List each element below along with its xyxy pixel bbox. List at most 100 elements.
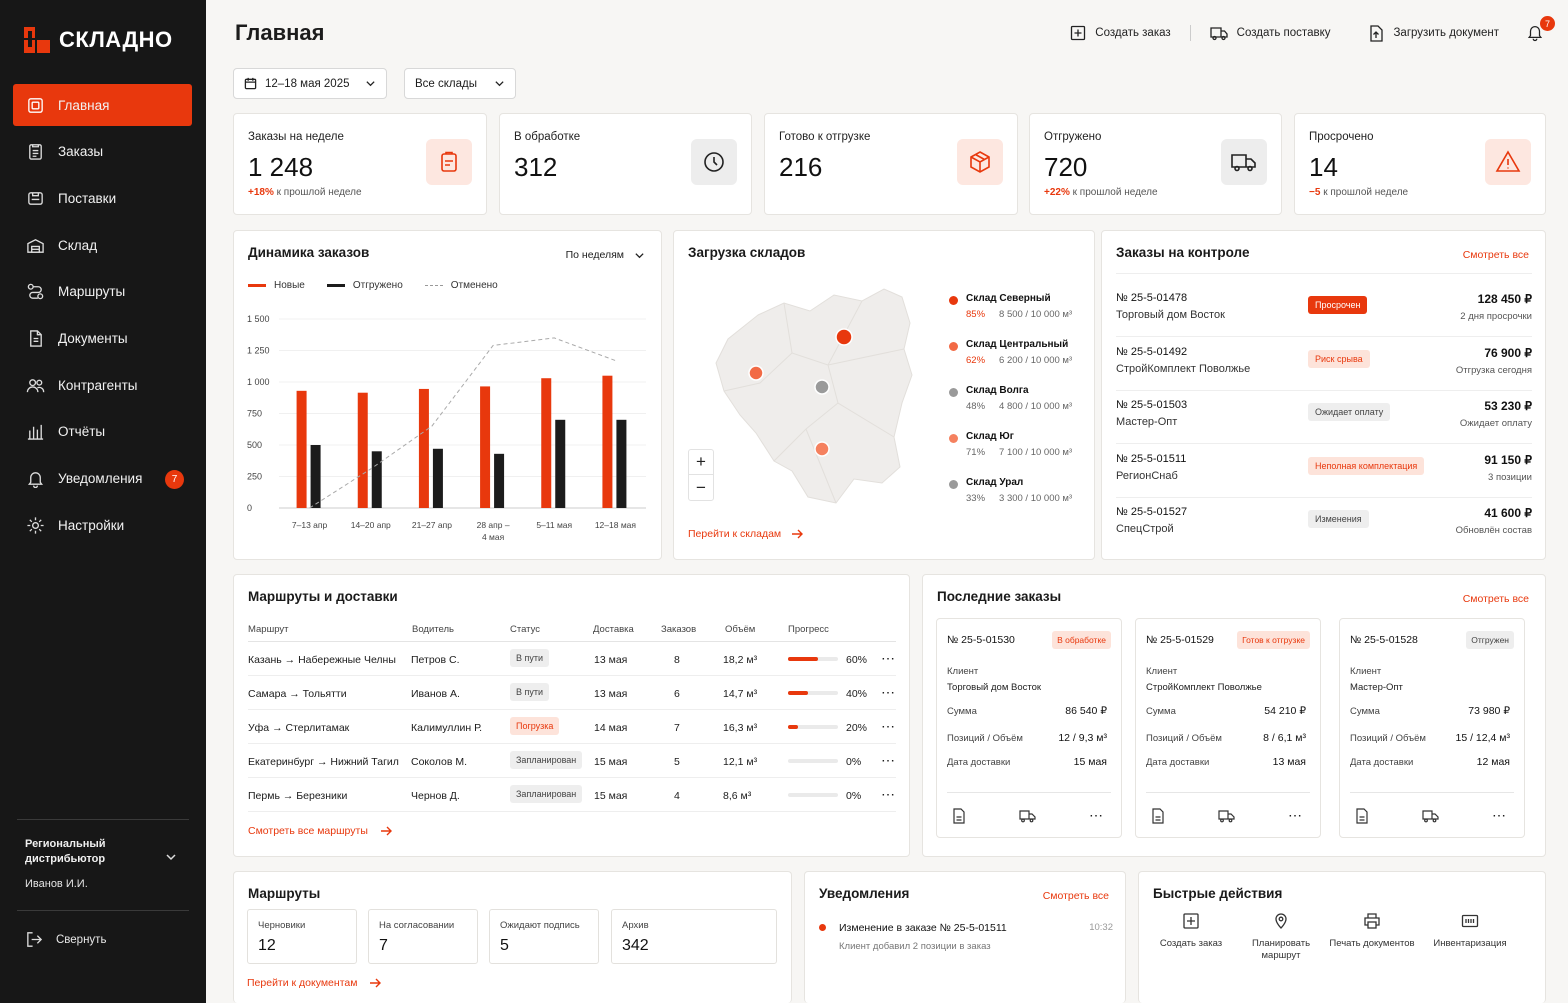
control-order-row[interactable]: № 25-5-01492 СтройКомплект Поволжье Риск с…: [1116, 338, 1532, 391]
warehouse-filter[interactable]: Все склады: [404, 68, 516, 99]
collapse-sidebar-button[interactable]: Свернуть: [25, 930, 106, 949]
document-icon[interactable]: [1355, 807, 1369, 824]
bar-shipped[interactable]: [432, 448, 443, 508]
truck-icon[interactable]: [1218, 809, 1235, 823]
more-options-icon[interactable]: ⋯: [1492, 807, 1506, 823]
document-icon[interactable]: [952, 807, 966, 824]
create-supply-button[interactable]: Создать поставку: [1191, 25, 1350, 41]
quick-plan-route-button[interactable]: Планировать маршрут: [1236, 912, 1326, 962]
route-row[interactable]: Пермь → Березники Чернов Д. 15 мая 4 8,6 м³ 0…: [248, 778, 896, 812]
doc-stat-signature[interactable]: Ожидают подпись 5: [489, 909, 599, 964]
warehouse-marker-south[interactable]: [814, 441, 830, 457]
warehouse-marker-central[interactable]: [748, 365, 764, 381]
legend-item-cancelled[interactable]: Отменено: [424, 280, 498, 291]
bar-shipped[interactable]: [310, 445, 321, 508]
more-options-icon[interactable]: ⋯: [881, 718, 895, 734]
notifications-bell-button[interactable]: 7: [1526, 16, 1555, 44]
recent-view-all-link[interactable]: Смотреть все: [1462, 593, 1529, 605]
bar-new[interactable]: [602, 375, 613, 508]
control-order-row[interactable]: № 25-5-01503 Мастер-Опт Ожидает оплату 53 2…: [1116, 391, 1532, 444]
organization-name[interactable]: Региональный дистрибьютор: [25, 838, 106, 865]
bar-shipped[interactable]: [555, 419, 566, 508]
nav-item-contractors[interactable]: Контрагенты: [13, 364, 192, 406]
route-row[interactable]: Самара → Тольятти Иванов А. 13 мая 6 14,7 м³…: [248, 676, 896, 710]
nav-item-documents[interactable]: Документы: [13, 317, 192, 359]
truck-icon[interactable]: [1019, 809, 1036, 823]
date-filter[interactable]: 12–18 мая 2025: [233, 68, 387, 99]
bar-new[interactable]: [296, 390, 307, 508]
recent-order-card[interactable]: № 25-5-01530 В обработке Клиент Сумма Позици…: [936, 618, 1122, 838]
nav-item-orders[interactable]: Заказы: [13, 131, 192, 173]
legend-item-shipped[interactable]: Отгружено: [326, 280, 403, 291]
bar-new[interactable]: [541, 378, 552, 508]
kpi-card-processing[interactable]: В обработке 312: [499, 113, 752, 215]
document-icon[interactable]: [1151, 807, 1165, 824]
bar-new[interactable]: [480, 386, 491, 508]
kpi-card-overdue[interactable]: Просрочено 14 −5 к прошлой неделе: [1294, 113, 1546, 215]
warehouse-marker-volga[interactable]: [814, 379, 830, 395]
zoom-in-button[interactable]: +: [689, 450, 713, 475]
control-order-row[interactable]: № 25-5-01527 СпецСтрой Изменения 41 600 ₽ Об…: [1116, 498, 1532, 551]
nav-label: Настройки: [58, 517, 125, 533]
more-options-icon[interactable]: ⋯: [1089, 807, 1103, 823]
nav-item-reports[interactable]: Отчёты: [13, 411, 192, 453]
bar-new[interactable]: [418, 388, 429, 508]
recent-order-card[interactable]: № 25-5-01528 Отгружен Клиент Сумма Позиций /…: [1339, 618, 1525, 838]
nav-item-supplies[interactable]: Поставки: [13, 177, 192, 219]
upload-document-button[interactable]: Загрузить документ: [1349, 24, 1518, 42]
truck-icon[interactable]: [1422, 809, 1439, 823]
warehouse-item[interactable]: Склад Юг 71% 7 100 / 10 000 м³: [949, 431, 1072, 477]
doc-stat-archive[interactable]: Архив 342: [611, 909, 777, 964]
bar-shipped[interactable]: [371, 451, 382, 508]
kpi-card-orders[interactable]: Заказы на неделе 1 248 +18% к прошлой не…: [233, 113, 487, 215]
doc-stat-drafts[interactable]: Черновики 12: [247, 909, 357, 964]
nav-item-warehouse[interactable]: Склад: [13, 224, 192, 266]
more-options-icon[interactable]: ⋯: [881, 650, 895, 666]
warehouse-marker-north[interactable]: [835, 328, 853, 346]
warehouse-item[interactable]: Склад Северный 85% 8 500 / 10 000 м³: [949, 293, 1072, 339]
quick-create-order-button[interactable]: Создать заказ: [1146, 912, 1236, 950]
more-options-icon[interactable]: ⋯: [881, 752, 895, 768]
chevron-down-icon[interactable]: [164, 850, 178, 864]
control-order-row[interactable]: № 25-5-01478 Торговый дом Восток Просрочен…: [1116, 284, 1532, 337]
go-to-warehouses-link[interactable]: Перейти к складам: [688, 528, 804, 540]
bar-new[interactable]: [357, 392, 368, 508]
quick-action-label: Создать заказ: [1159, 938, 1223, 949]
nav-item-routes[interactable]: Маршруты: [13, 271, 192, 313]
bar-shipped[interactable]: [616, 419, 627, 508]
notification-item[interactable]: Изменение в заказе № 25-5-01511 10:32 Кл…: [819, 917, 1113, 957]
warehouse-capacity: 8 500 / 10 000 м³: [999, 309, 1073, 320]
more-options-icon[interactable]: ⋯: [1288, 807, 1302, 823]
warehouse-item[interactable]: Склад Волга 48% 4 800 / 10 000 м³: [949, 385, 1072, 431]
route-row[interactable]: Уфа → Стерлитамак Калимуллин Р. 14 мая 7 16,…: [248, 710, 896, 744]
logo[interactable]: СКЛАДНО: [24, 27, 173, 53]
legend-item-new[interactable]: Новые: [248, 280, 305, 291]
kpi-card-shipped[interactable]: Отгружено 720 +22% к прошлой неделе: [1029, 113, 1282, 215]
notifications-view-all-link[interactable]: Смотреть все: [1042, 890, 1109, 902]
period-select[interactable]: По неделям: [566, 249, 645, 261]
all-routes-link[interactable]: Смотреть все маршруты: [248, 825, 392, 837]
nav-item-settings[interactable]: Настройки: [13, 504, 192, 546]
nav-item-home[interactable]: Главная: [13, 84, 192, 126]
zoom-out-button[interactable]: −: [696, 477, 706, 497]
route-row[interactable]: Екатеринбург → Нижний Тагил Соколов М. 15 …: [248, 744, 896, 778]
warehouse-item[interactable]: Склад Центральный 62% 6 200 / 10 000 м³: [949, 339, 1072, 385]
control-order-row[interactable]: № 25-5-01511 РегионСнаб Неполная комплекта…: [1116, 445, 1532, 498]
recent-order-card[interactable]: № 25-5-01529 Готов к отгрузке Клиент Сумма П…: [1135, 618, 1321, 838]
quick-inventory-button[interactable]: Инвентаризация: [1425, 912, 1515, 950]
nav-item-notifications[interactable]: Уведомления 7: [13, 458, 192, 500]
kpi-card-ready[interactable]: Готово к отгрузке 216: [764, 113, 1018, 215]
go-to-documents-link[interactable]: Перейти к документам: [247, 977, 382, 989]
bar-shipped[interactable]: [494, 453, 505, 508]
doc-stat-approval[interactable]: На согласовании 7: [368, 909, 478, 964]
quick-print-docs-button[interactable]: Печать документов: [1327, 912, 1417, 950]
warehouse-item[interactable]: Склад Урал 33% 3 300 / 10 000 м³: [949, 477, 1072, 523]
main-nav: Главная Заказы Поставки Склад Маршруты Д…: [13, 84, 192, 551]
control-view-all-link[interactable]: Смотреть все: [1462, 249, 1529, 261]
route-row[interactable]: Казань → Набережные Челны Петров С. 13 мая…: [248, 642, 896, 676]
create-order-button[interactable]: Создать заказ: [1051, 25, 1189, 41]
more-options-icon[interactable]: ⋯: [881, 786, 895, 802]
nav-label: Отчёты: [58, 424, 106, 440]
order-client: Мастер-Опт: [1116, 416, 1178, 428]
more-options-icon[interactable]: ⋯: [881, 684, 895, 700]
